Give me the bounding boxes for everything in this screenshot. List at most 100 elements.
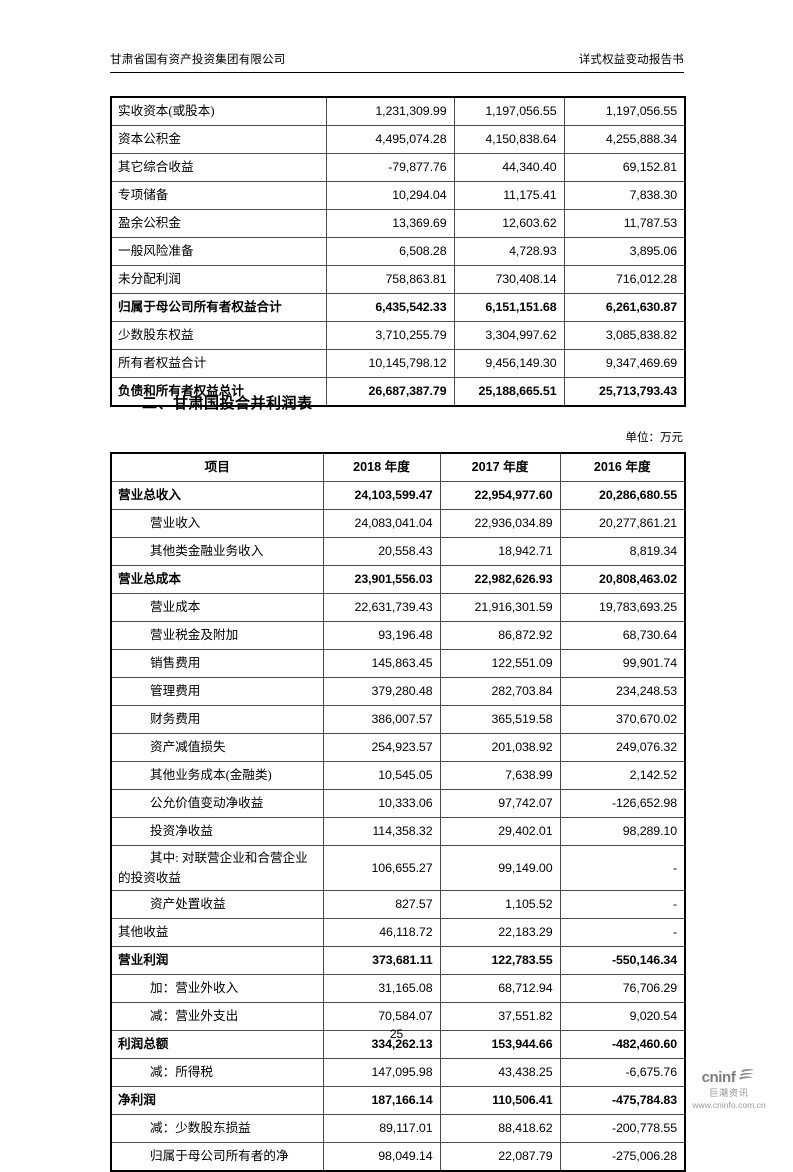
row-label: 所有者权益合计 (110, 349, 327, 378)
row-value: 8,819.34 (559, 537, 686, 566)
row-value: 44,340.40 (453, 153, 565, 182)
table-row: 营业成本 22,631,739.43 21,916,301.59 19,783,693… (110, 593, 686, 622)
row-label: 营业利润 (110, 946, 324, 975)
row-value: 187,166.14 (322, 1086, 441, 1115)
row-value: 1,197,056.55 (563, 96, 686, 126)
table-row: 营业收入 24,083,041.04 22,936,034.89 20,277,861… (110, 509, 686, 538)
row-value: 24,083,041.04 (322, 509, 441, 538)
section-heading: 二、甘肃国投合并利润表 (142, 396, 313, 412)
row-label: 资产减值损失 (110, 733, 324, 762)
row-value: 254,923.57 (322, 733, 441, 762)
brand-chinese-name: 巨潮资讯 (708, 1088, 749, 1098)
row-label: 资产处置收益 (110, 890, 324, 919)
row-value: 122,551.09 (439, 649, 561, 678)
row-value: 98,289.10 (559, 817, 686, 846)
row-value: 20,558.43 (322, 537, 441, 566)
table-row: 营业利润 373,681.11 122,783.55 -550,146.34 (110, 946, 686, 975)
table-row: 少数股东权益 3,710,255.79 3,304,997.62 3,085,838.… (110, 321, 686, 350)
row-value: 11,175.41 (453, 181, 565, 210)
row-value: 22,954,977.60 (439, 481, 561, 510)
row-value: 76,706.29 (559, 974, 686, 1003)
table-row: 利润总额 334,262.13 153,944.66 -482,460.60 (110, 1030, 686, 1059)
row-value: - (559, 918, 686, 947)
table-row: 归属于母公司所有者权益合计 6,435,542.33 6,151,151.68 6,2… (110, 293, 686, 322)
row-value: 11,787.53 (563, 209, 686, 238)
table-header-row: 项目 2018 年度 2017 年度 2016 年度 (110, 452, 686, 482)
row-value: 31,165.08 (322, 974, 441, 1003)
row-label: 其它综合收益 (110, 153, 327, 182)
row-value: 6,508.28 (325, 237, 455, 266)
row-label: 营业总成本 (110, 565, 324, 594)
row-value: 386,007.57 (322, 705, 441, 734)
row-value: -482,460.60 (559, 1030, 686, 1059)
row-value: 2,142.52 (559, 761, 686, 790)
table-row: 投资净收益 114,358.32 29,402.01 98,289.10 (110, 817, 686, 846)
row-label: 管理费用 (110, 677, 324, 706)
row-value: 4,495,074.28 (325, 125, 455, 154)
row-value: 1,197,056.55 (453, 96, 565, 126)
table-row: 销售费用 145,863.45 122,551.09 99,901.74 (110, 649, 686, 678)
table-row: 专项储备 10,294.04 11,175.41 7,838.30 (110, 181, 686, 210)
row-value: 23,901,556.03 (322, 565, 441, 594)
row-value: 201,038.92 (439, 733, 561, 762)
row-value: 758,863.81 (325, 265, 455, 294)
table-row: 其他业务成本(金融类) 10,545.05 7,638.99 2,142.52 (110, 761, 686, 790)
row-value: 26,687,387.79 (325, 377, 455, 407)
row-value: 730,408.14 (453, 265, 565, 294)
table-row: 减：营业外支出 70,584.07 37,551.82 9,020.54 (110, 1002, 686, 1031)
income-table-body: 营业总收入 24,103,599.47 22,954,977.60 20,286,68… (110, 481, 686, 1172)
table-row: 加：营业外收入 31,165.08 68,712.94 76,706.29 (110, 974, 686, 1003)
row-value: 145,863.45 (322, 649, 441, 678)
row-value: 86,872.92 (439, 621, 561, 650)
row-value: 21,916,301.59 (439, 593, 561, 622)
row-value: 1,231,309.99 (325, 96, 455, 126)
running-header: 甘肃省国有资产投资集团有限公司 详式权益变动报告书 (110, 52, 684, 73)
row-label: 其他收益 (110, 918, 324, 947)
row-label: 减：所得税 (110, 1058, 324, 1087)
row-value: 20,277,861.21 (559, 509, 686, 538)
row-value: 827.57 (322, 890, 441, 919)
row-value: 6,151,151.68 (453, 293, 565, 322)
row-value: 1,105.52 (439, 890, 561, 919)
row-value: 10,145,798.12 (325, 349, 455, 378)
row-value: - (559, 890, 686, 919)
table-row: 财务费用 386,007.57 365,519.58 370,670.02 (110, 705, 686, 734)
income-table-head: 项目 2018 年度 2017 年度 2016 年度 (110, 452, 686, 482)
row-label: 其中: 对联营企业和合营企业的投资收益 (110, 845, 324, 891)
row-value: 3,710,255.79 (325, 321, 455, 350)
row-value: 29,402.01 (439, 817, 561, 846)
row-label: 少数股东权益 (110, 321, 327, 350)
row-label: 负债和所有者权益总计 (110, 377, 327, 407)
cninfo-logo: cninf 巨潮资讯 www.cninfo.com.cn (677, 1068, 781, 1110)
row-value: -79,877.76 (325, 153, 455, 182)
row-value: 4,150,838.64 (453, 125, 565, 154)
row-label: 资本公积金 (110, 125, 327, 154)
row-label: 归属于母公司所有者的净 (110, 1142, 324, 1172)
column-header: 2016 年度 (559, 452, 686, 482)
row-label: 营业成本 (110, 593, 324, 622)
row-label: 其他业务成本(金融类) (110, 761, 324, 790)
table-row: 负债和所有者权益总计 26,687,387.79 25,188,665.51 25,7… (110, 377, 686, 407)
table-row: 其中: 对联营企业和合营企业的投资收益 106,655.27 99,149.00- (110, 845, 686, 891)
row-label: 其他类金融业务收入 (110, 537, 324, 566)
row-value: 12,603.62 (453, 209, 565, 238)
row-value: 93,196.48 (322, 621, 441, 650)
row-value: 110,506.41 (439, 1086, 561, 1115)
row-label: 盈余公积金 (110, 209, 327, 238)
row-value: 6,261,630.87 (563, 293, 686, 322)
row-value: 22,631,739.43 (322, 593, 441, 622)
row-value: -550,146.34 (559, 946, 686, 975)
table-row: 净利润 187,166.14 110,506.41 -475,784.83 (110, 1086, 686, 1115)
income-table: 项目 2018 年度 2017 年度 2016 年度 营业总收入 24,103,599.… (110, 452, 686, 1172)
row-label: 归属于母公司所有者权益合计 (110, 293, 327, 322)
table-row: 营业总成本 23,901,556.03 22,982,626.93 20,808,46… (110, 565, 686, 594)
brand-url: www.cninfo.com.cn (692, 1100, 766, 1110)
row-label: 利润总额 (110, 1030, 324, 1059)
row-value: 106,655.27 (322, 845, 441, 891)
table-row: 一般风险准备 6,508.28 4,728.93 3,895.06 (110, 237, 686, 266)
header-rule (110, 72, 684, 73)
table-row: 其他类金融业务收入 20,558.43 18,942.71 8,819.34 (110, 537, 686, 566)
unit-note: 单位：万元 (625, 432, 684, 444)
row-value: - (559, 845, 686, 891)
table-row: 资产处置收益 827.57 1,105.52- (110, 890, 686, 919)
